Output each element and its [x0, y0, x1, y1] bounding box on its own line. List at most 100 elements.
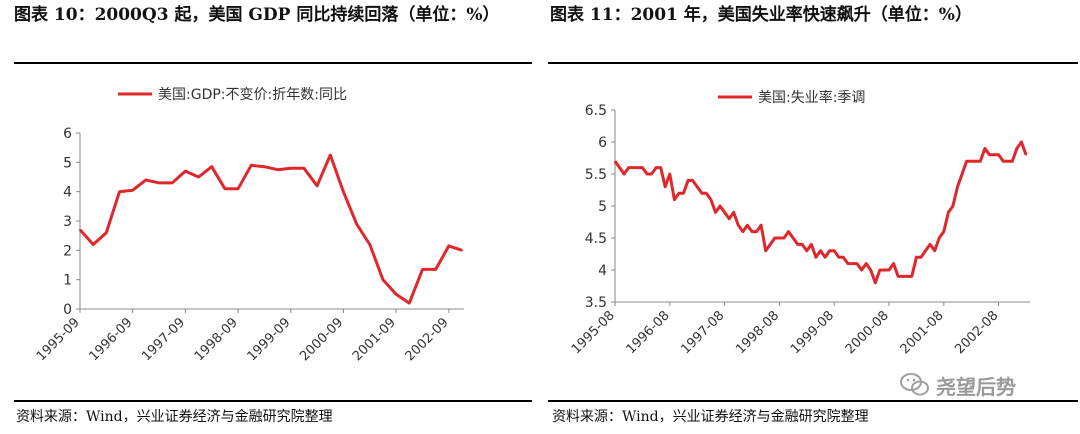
data-point [448, 245, 450, 247]
data-point [806, 250, 808, 252]
data-point [421, 268, 424, 271]
series-line [78, 153, 463, 305]
data-point [774, 237, 776, 239]
y-tick-label: 5 [63, 155, 72, 171]
data-point [1002, 160, 1004, 162]
data-point [974, 160, 977, 162]
chart-panel-unemployment: 图表 11：2001 年，美国失业率快速飙升（单位：%） 美国:失业率:季调 3.… [548, 0, 1080, 434]
chart-panel-gdp: 图表 10：2000Q3 起，美国 GDP 同比持续回落（单位：%） 美国:GD… [0, 0, 532, 434]
data-point [158, 182, 160, 184]
data-point [751, 230, 753, 233]
data-point [920, 256, 922, 258]
x-tick-label: 2002-09 [403, 315, 452, 364]
data-point [614, 160, 616, 162]
data-point [988, 154, 991, 156]
data-point [368, 243, 371, 246]
data-point [237, 187, 239, 190]
data-point [778, 237, 781, 239]
data-point [892, 262, 895, 265]
y-tick-label: 5 [598, 199, 607, 215]
data-point [682, 192, 685, 194]
data-point [993, 154, 995, 156]
data-point [856, 262, 858, 265]
data-point [276, 168, 279, 171]
data-point [801, 243, 804, 246]
watermark: 尧望后势 [900, 368, 1070, 402]
data-point [865, 262, 867, 265]
data-point [131, 189, 134, 191]
x-tick-label: 2002-08 [952, 308, 1001, 357]
y-tick-label: 6 [598, 135, 607, 151]
data-point [732, 211, 735, 214]
x-tick-label: 2000-09 [297, 315, 346, 364]
data-point [434, 268, 437, 271]
data-point [700, 192, 703, 194]
y-tick-label: 6 [63, 126, 72, 142]
data-point [395, 293, 397, 296]
data-point [79, 229, 81, 231]
x-tick-label: 1997-09 [139, 315, 188, 364]
data-point [618, 166, 621, 169]
data-point [289, 167, 292, 169]
data-point [1006, 160, 1009, 162]
data-point [874, 282, 877, 284]
y-tick-label: 6.5 [585, 103, 607, 119]
series-line [613, 140, 1028, 285]
data-point [355, 223, 358, 225]
data-point [897, 275, 899, 278]
data-point [860, 269, 863, 271]
data-point [329, 154, 332, 156]
data-point [250, 164, 253, 167]
data-point [888, 269, 890, 271]
chart-title: 图表 11：2001 年，美国失业率快速飙升（单位：%） [550, 5, 972, 25]
y-tick-label: 0 [63, 302, 72, 318]
source-note: 资料来源：Wind，兴业证券经济与金融研究院整理 [16, 409, 333, 425]
data-point [342, 190, 345, 193]
data-point [819, 250, 822, 252]
y-tick-label: 2 [63, 243, 72, 259]
data-point [961, 173, 963, 175]
x-tick-label: 2001-08 [898, 308, 947, 357]
data-point [815, 256, 817, 258]
data-point [924, 250, 927, 252]
data-point [1016, 147, 1018, 150]
data-point [792, 237, 794, 239]
data-point [637, 166, 639, 169]
data-point [911, 275, 913, 278]
y-tick-label: 5.5 [585, 167, 607, 183]
data-point [118, 190, 121, 193]
y-tick-label: 4 [598, 263, 607, 279]
y-tick-label: 4.5 [585, 231, 607, 247]
data-point [810, 243, 813, 246]
data-point [787, 230, 790, 233]
data-point [769, 243, 772, 246]
data-point [171, 182, 174, 184]
data-point [1020, 141, 1023, 143]
data-point [224, 187, 226, 190]
x-tick-label: 2001-09 [350, 315, 399, 364]
data-point [303, 167, 305, 169]
data-point [842, 256, 845, 258]
legend-label: 美国:GDP:不变价:折年数:同比 [158, 87, 347, 103]
data-point [719, 205, 721, 207]
data-point [105, 231, 108, 234]
data-point [746, 224, 749, 226]
data-point [737, 224, 740, 226]
x-tick-label: 1998-08 [733, 308, 782, 357]
data-point [664, 186, 667, 188]
bottom-rule [14, 400, 532, 402]
data-point [742, 230, 744, 233]
x-tick-label: 1997-08 [678, 308, 727, 357]
data-point [696, 186, 698, 188]
data-point [929, 243, 931, 246]
data-point [869, 269, 872, 271]
data-point [650, 173, 653, 175]
data-point [461, 249, 463, 252]
data-point [933, 250, 936, 252]
data-point [263, 165, 266, 168]
data-point [783, 237, 785, 239]
data-point [92, 243, 94, 246]
data-point [687, 179, 689, 182]
